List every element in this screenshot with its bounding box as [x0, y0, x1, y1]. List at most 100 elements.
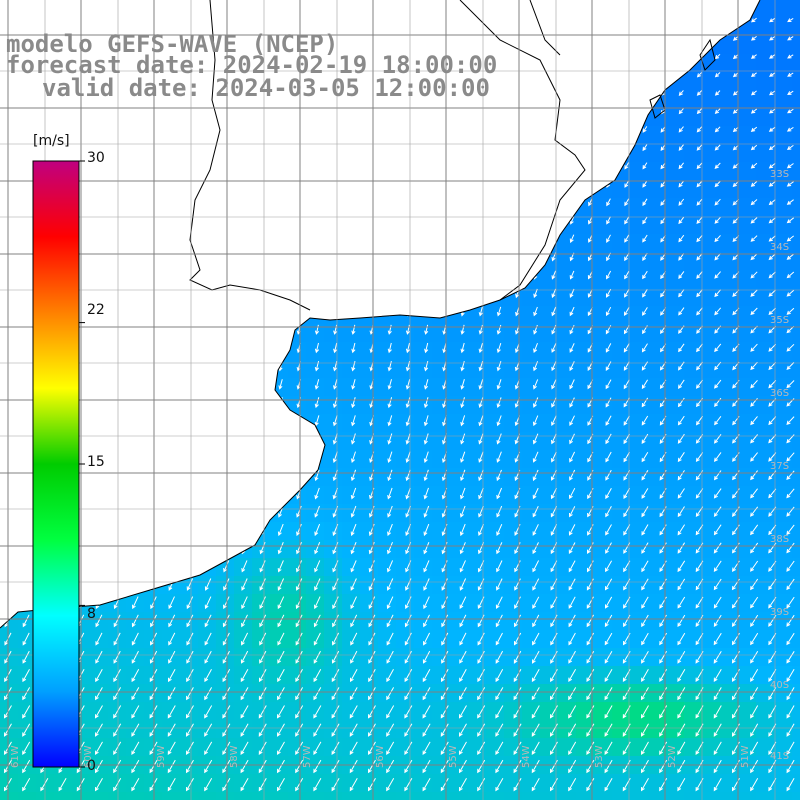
wind-speed-cell	[360, 0, 379, 19]
wind-speed-cell	[252, 306, 271, 325]
wind-arrow	[132, 433, 138, 445]
wind-arrow	[151, 306, 156, 317]
wind-speed-cell	[720, 198, 739, 217]
wind-speed-cell	[306, 504, 325, 523]
wind-speed-cell	[612, 468, 631, 487]
wind-speed-cell	[612, 342, 631, 361]
wind-speed-cell	[270, 216, 289, 235]
longitude-label: 55W	[448, 745, 459, 768]
wind-arrow	[60, 17, 65, 25]
wind-speed-cell	[612, 36, 631, 55]
wind-speed-cell	[162, 108, 181, 127]
wind-speed-cell	[630, 792, 649, 800]
wind-speed-cell	[684, 216, 703, 235]
wind-arrow	[113, 687, 122, 701]
wind-arrow	[495, 759, 504, 774]
wind-speed-cell	[126, 180, 145, 199]
wind-speed-cell	[684, 522, 703, 541]
wind-arrow	[624, 270, 630, 280]
wind-speed-cell	[90, 0, 109, 19]
wind-speed-cell	[414, 684, 433, 703]
wind-arrow	[423, 614, 430, 628]
wind-speed-cell	[432, 594, 451, 613]
wind-speed-cell	[162, 522, 181, 541]
wind-speed-cell	[234, 432, 253, 451]
wind-speed-cell	[360, 288, 379, 307]
wind-speed-cell	[378, 396, 397, 415]
wind-arrow	[713, 723, 722, 737]
wind-arrow	[241, 523, 248, 537]
wind-speed-cell	[90, 576, 109, 595]
wind-arrow	[496, 469, 502, 482]
wind-speed-cell	[360, 648, 379, 667]
wind-arrow	[460, 216, 465, 226]
wind-speed-cell	[324, 522, 343, 541]
wind-arrow	[150, 560, 157, 573]
wind-speed-cell	[666, 378, 685, 397]
wind-arrow	[23, 397, 29, 409]
wind-speed-cell	[648, 630, 667, 649]
wind-arrow	[332, 433, 338, 445]
wind-arrow	[606, 270, 612, 280]
wind-arrow	[351, 324, 356, 335]
wind-arrow	[786, 741, 795, 756]
wind-arrow	[222, 650, 230, 664]
wind-speed-cell	[576, 612, 595, 631]
wind-speed-cell	[324, 234, 343, 253]
wind-speed-cell	[576, 738, 595, 757]
wind-speed-cell	[306, 576, 325, 595]
wind-arrow	[549, 723, 558, 737]
wind-speed-cell	[126, 594, 145, 613]
wind-speed-cell	[684, 774, 703, 793]
wind-arrow	[768, 181, 776, 187]
wind-arrow	[496, 560, 503, 573]
wind-arrow	[131, 687, 140, 701]
wind-arrow	[623, 433, 630, 445]
wind-speed-cell	[594, 162, 613, 181]
wind-arrow	[460, 198, 466, 207]
wind-arrow	[132, 379, 138, 390]
wind-speed-cell	[162, 792, 181, 800]
wind-speed-cell	[198, 486, 217, 505]
wind-arrow	[677, 632, 686, 646]
wind-arrow	[588, 144, 593, 152]
wind-arrow	[242, 270, 247, 281]
wind-speed-cell	[720, 468, 739, 487]
wind-speed-cell	[108, 504, 127, 523]
wind-speed-cell	[198, 342, 217, 361]
wind-arrow	[242, 125, 247, 134]
wind-speed-cell	[306, 720, 325, 739]
wind-speed-cell	[162, 216, 181, 235]
wind-speed-cell	[792, 270, 800, 289]
wind-arrow	[570, 53, 575, 61]
wind-arrow	[388, 125, 393, 134]
wind-speed-cell	[576, 342, 595, 361]
wind-arrow	[586, 723, 595, 737]
wind-speed-cell	[594, 540, 613, 559]
wind-speed-cell	[414, 288, 433, 307]
wind-speed-cell	[234, 486, 253, 505]
wind-speed-cell	[648, 594, 667, 613]
wind-speed-cell	[594, 72, 613, 91]
wind-speed-cell	[738, 378, 757, 397]
wind-speed-cell	[468, 504, 487, 523]
wind-speed-cell	[306, 540, 325, 559]
wind-arrow	[624, 180, 630, 188]
wind-arrow	[259, 578, 266, 591]
wind-speed-cell	[558, 558, 577, 577]
wind-speed-cell	[630, 630, 649, 649]
wind-speed-cell	[216, 540, 235, 559]
wind-speed-cell	[738, 450, 757, 469]
colorbar-label-22: 22	[87, 302, 105, 318]
wind-speed-cell	[666, 396, 685, 415]
wind-arrow	[388, 17, 393, 25]
wind-arrow	[624, 288, 630, 298]
wind-speed-cell	[504, 90, 523, 109]
wind-speed-cell	[684, 72, 703, 91]
wind-arrow	[351, 125, 356, 134]
wind-arrow	[242, 379, 247, 390]
wind-speed-cell	[414, 162, 433, 181]
wind-arrow	[368, 596, 376, 610]
wind-arrow	[404, 668, 413, 683]
wind-speed-cell	[450, 306, 469, 325]
